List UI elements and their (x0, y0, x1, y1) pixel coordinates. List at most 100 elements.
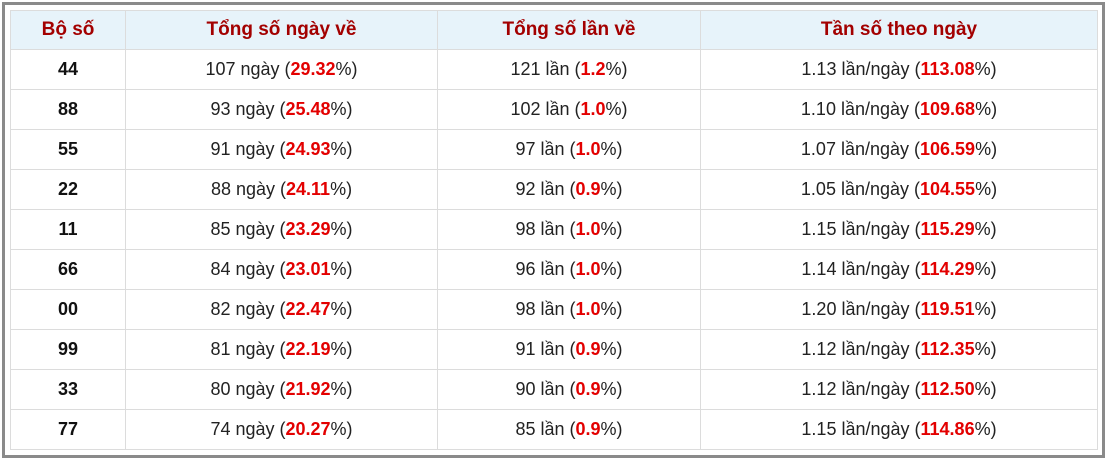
cell-text: 90 lần ( (515, 379, 576, 399)
cell-text: %) (605, 59, 628, 79)
cell-text: %) (974, 219, 997, 239)
percent-value: 24.11 (286, 179, 331, 199)
cell-text: %) (330, 379, 353, 399)
percent-value: 115.29 (920, 219, 975, 239)
stat-cell: 74 ngày (20.27%) (125, 409, 438, 450)
cell-text: %) (330, 299, 353, 319)
percent-value: 112.35 (920, 339, 975, 359)
stat-cell: 1.13 lần/ngày (113.08%) (700, 49, 1098, 90)
percent-value: 1.0 (575, 139, 601, 159)
header-cell: Bộ số (10, 10, 126, 50)
cell-text: %) (975, 179, 998, 199)
cell-text: %) (975, 139, 998, 159)
stat-cell: 85 lần (0.9%) (437, 409, 701, 450)
cell-text: %) (974, 259, 997, 279)
stat-cell: 1.12 lần/ngày (112.50%) (700, 369, 1098, 410)
cell-text: 1.15 lần/ngày ( (801, 219, 921, 239)
stat-cell: 1.05 lần/ngày (104.55%) (700, 169, 1098, 210)
stat-cell: 85 ngày (23.29%) (125, 209, 438, 250)
cell-text: %) (330, 259, 353, 279)
cell-text: %) (330, 219, 353, 239)
percent-value: 20.27 (285, 419, 331, 439)
percent-value: 0.9 (575, 419, 601, 439)
percent-value: 1.0 (575, 219, 601, 239)
header-cell: Tần số theo ngày (700, 10, 1098, 50)
stat-cell: 102 lần (1.0%) (437, 89, 701, 130)
stat-cell: 1.15 lần/ngày (115.29%) (700, 209, 1098, 250)
cell-text: 102 lần ( (510, 99, 581, 119)
cell-text: 98 lần ( (515, 219, 576, 239)
stat-cell: 1.20 lần/ngày (119.51%) (700, 289, 1098, 330)
stat-cell: 90 lần (0.9%) (437, 369, 701, 410)
percent-value: 21.92 (285, 379, 331, 399)
percent-value: 114.29 (920, 259, 975, 279)
cell-text: %) (600, 219, 623, 239)
stat-cell: 91 ngày (24.93%) (125, 129, 438, 170)
cell-text: 1.15 lần/ngày ( (801, 419, 921, 439)
cell-text: 92 lần ( (515, 179, 576, 199)
cell-text: 97 lần ( (515, 139, 576, 159)
percent-value: 22.47 (285, 299, 331, 319)
number-cell: 00 (10, 289, 126, 330)
cell-text: 85 lần ( (515, 419, 576, 439)
cell-text: 74 ngày ( (210, 419, 286, 439)
number-cell: 33 (10, 369, 126, 410)
stat-cell: 81 ngày (22.19%) (125, 329, 438, 370)
percent-value: 1.0 (575, 259, 601, 279)
cell-text: %) (330, 339, 353, 359)
cell-text: %) (600, 419, 623, 439)
number-cell: 77 (10, 409, 126, 450)
header-row: Bộ số Tổng số ngày về Tổng số lần về Tần số… (10, 10, 1098, 50)
number-cell: 44 (10, 49, 126, 90)
cell-text: 107 ngày ( (205, 59, 291, 79)
cell-text: 1.05 lần/ngày ( (800, 179, 921, 199)
cell-text: 1.07 lần/ngày ( (800, 139, 921, 159)
cell-text: %) (600, 139, 623, 159)
cell-text: %) (974, 379, 997, 399)
header-cell: Tổng số ngày về (125, 10, 438, 50)
percent-value: 22.19 (285, 339, 331, 359)
table-row: 22 88 ngày (24.11%) 92 lần (0.9%) 1.05 lần/… (10, 169, 1098, 210)
stat-cell: 107 ngày (29.32%) (125, 49, 438, 90)
table-row: 44 107 ngày (29.32%) 121 lần (1.2%) 1.13 lầ… (10, 49, 1098, 90)
stat-cell: 80 ngày (21.92%) (125, 369, 438, 410)
percent-value: 29.32 (290, 59, 336, 79)
cell-text: %) (975, 99, 998, 119)
percent-value: 112.50 (920, 379, 975, 399)
stat-cell: 121 lần (1.2%) (437, 49, 701, 90)
cell-text: %) (600, 259, 623, 279)
percent-value: 109.68 (920, 99, 976, 119)
stat-cell: 1.15 lần/ngày (114.86%) (700, 409, 1098, 450)
header-cell: Tổng số lần về (437, 10, 701, 50)
cell-text: 88 ngày ( (210, 179, 286, 199)
table-row: 11 85 ngày (23.29%) 98 lần (1.0%) 1.15 lần/… (10, 209, 1098, 250)
percent-value: 114.86 (920, 419, 975, 439)
cell-text: 91 ngày ( (210, 139, 286, 159)
table-row: 77 74 ngày (20.27%) 85 lần (0.9%) 1.15 lần/… (10, 409, 1098, 450)
stats-table: Bộ số Tổng số ngày về Tổng số lần về Tần số… (10, 10, 1098, 450)
table-row: 66 84 ngày (23.01%) 96 lần (1.0%) 1.14 lần/… (10, 249, 1098, 290)
cell-text: 1.13 lần/ngày ( (801, 59, 921, 79)
number-cell: 11 (10, 209, 126, 250)
percent-value: 119.51 (920, 299, 975, 319)
cell-text: 1.12 lần/ngày ( (801, 379, 921, 399)
cell-text: %) (600, 339, 623, 359)
stat-cell: 97 lần (1.0%) (437, 129, 701, 170)
cell-text: %) (974, 419, 997, 439)
cell-text: %) (330, 99, 353, 119)
percent-value: 1.2 (580, 59, 606, 79)
table-row: 33 80 ngày (21.92%) 90 lần (0.9%) 1.12 lần/… (10, 369, 1098, 410)
cell-text: %) (974, 59, 997, 79)
stat-cell: 1.07 lần/ngày (106.59%) (700, 129, 1098, 170)
cell-text: %) (600, 379, 623, 399)
table-row: 00 82 ngày (22.47%) 98 lần (1.0%) 1.20 lần/… (10, 289, 1098, 330)
stat-cell: 88 ngày (24.11%) (125, 169, 438, 210)
percent-value: 24.93 (285, 139, 331, 159)
cell-text: %) (330, 419, 353, 439)
cell-text: 1.20 lần/ngày ( (801, 299, 921, 319)
cell-text: %) (974, 339, 997, 359)
table-row: 55 91 ngày (24.93%) 97 lần (1.0%) 1.07 lần/… (10, 129, 1098, 170)
percent-value: 104.55 (920, 179, 976, 199)
cell-text: 82 ngày ( (210, 299, 286, 319)
